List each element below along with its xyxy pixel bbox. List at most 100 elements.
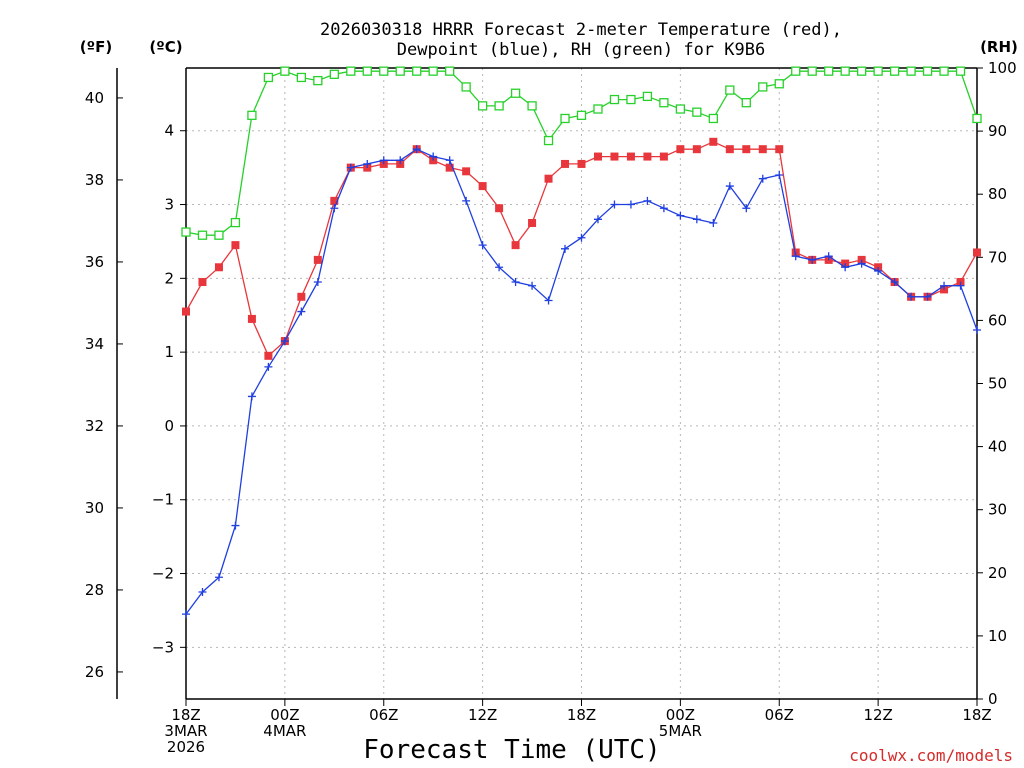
rh-point [214, 230, 224, 240]
temperature-point [198, 278, 207, 287]
rh-tick-label: 20 [988, 564, 1007, 582]
rh-tick-label: 60 [988, 311, 1007, 329]
dewpoint-point [973, 325, 981, 334]
dewpoint-point [709, 218, 718, 227]
rh-point [362, 66, 372, 76]
celsius-tick-label: −2 [152, 565, 174, 583]
time-tick-label: 00Z [270, 706, 299, 724]
fahrenheit-tick-label: 28 [85, 581, 104, 599]
dewpoint-point [692, 215, 701, 224]
dewpoint-point [511, 278, 520, 287]
temperature-point [973, 248, 981, 257]
temperature-point [511, 241, 520, 250]
dewpoint-point [593, 215, 602, 224]
rh-tick-label: 70 [988, 248, 1007, 266]
fahrenheit-tick-label: 30 [85, 499, 104, 517]
temperature-point [659, 152, 668, 161]
dewpoint-point [874, 266, 883, 275]
dewpoint-point [857, 259, 866, 268]
time-tick-label: 3MAR [164, 722, 207, 740]
rh-point [774, 79, 784, 89]
rh-point [477, 101, 488, 111]
dewpoint-point [412, 145, 421, 154]
celsius-tick-label: 3 [164, 196, 174, 214]
temperature-point [593, 152, 602, 161]
dewpoint-point [495, 263, 504, 272]
dewpoint-point [462, 196, 471, 205]
dewpoint-point [610, 200, 619, 209]
temperature-point [313, 255, 322, 264]
dewpoint-point [923, 292, 932, 301]
dewpoint-point [956, 281, 965, 290]
chart-title-line-2: Dewpoint (blue), RH (green) for K9B6 [397, 40, 765, 60]
temperature-point [692, 145, 701, 154]
dewpoint-point [890, 278, 899, 287]
rh-point [889, 66, 900, 76]
rh-point [626, 94, 636, 105]
temperature-point [214, 263, 223, 272]
dewpoint-point [791, 252, 800, 261]
rh-tick-label: 40 [988, 438, 1007, 456]
rh-point [461, 82, 471, 92]
dewpoint-point [330, 204, 339, 213]
rh-point [395, 66, 405, 76]
dewpoint-point [808, 255, 817, 264]
tick-labels: −3−2−10123426283032343638400102030405060… [85, 59, 1017, 756]
fahrenheit-tick-label: 26 [85, 663, 104, 681]
credit-link[interactable]: coolwx.com/models [849, 746, 1013, 765]
rh-point [642, 91, 653, 102]
rh-point [840, 66, 850, 76]
rh-point [939, 66, 949, 76]
rh-point [922, 66, 933, 76]
dewpoint-point [297, 307, 306, 316]
celsius-tick-label: 1 [164, 343, 174, 361]
dewpoint-point [725, 182, 734, 191]
dewpoint-point [577, 233, 586, 242]
fahrenheit-tick-label: 32 [85, 417, 104, 435]
rh-point [659, 98, 669, 108]
dewpoint-point [907, 292, 916, 301]
rh-point [675, 104, 686, 114]
rh-point [181, 227, 191, 237]
rh-point [955, 66, 966, 76]
celsius-tick-label: 4 [164, 122, 174, 140]
temperature-point [297, 292, 306, 301]
celsius-unit-label: (ºC) [149, 38, 182, 56]
temperature-point [775, 145, 784, 154]
rh-point [263, 72, 274, 83]
rh-point [576, 110, 587, 120]
temperature-point [182, 307, 190, 316]
rh-point [346, 66, 356, 76]
series-dewpoint [182, 145, 981, 619]
axes [116, 67, 983, 706]
dewpoint-point [445, 156, 454, 165]
rh-tick-label: 100 [988, 59, 1017, 77]
rh-point [527, 101, 537, 111]
rh-point [412, 66, 422, 76]
temperature-point [709, 137, 718, 146]
time-tick-label: 4MAR [263, 722, 306, 740]
rh-tick-label: 50 [988, 375, 1007, 393]
rh-point [379, 66, 389, 76]
rh-unit-label: (RH) [980, 38, 1018, 56]
dewpoint-point [313, 278, 322, 287]
fahrenheit-tick-label: 38 [85, 171, 104, 189]
temperature-point [462, 167, 471, 176]
dewpoint-point [775, 171, 784, 180]
dewpoint-point [264, 362, 273, 371]
dewpoint-point [643, 196, 652, 205]
fahrenheit-tick-label: 34 [85, 335, 104, 353]
dewpoint-point [676, 211, 685, 220]
rh-point [873, 66, 883, 76]
rh-point [230, 217, 241, 228]
dewpoint-point [659, 204, 668, 213]
dewpoint-point [940, 281, 949, 290]
time-tick-label: 06Z [369, 706, 398, 724]
rh-point [692, 107, 702, 117]
dewpoint-point [544, 296, 553, 305]
rh-point [708, 113, 718, 124]
dewpoint-point [528, 281, 537, 290]
rh-tick-label: 10 [988, 627, 1007, 645]
rh-point [428, 66, 438, 76]
